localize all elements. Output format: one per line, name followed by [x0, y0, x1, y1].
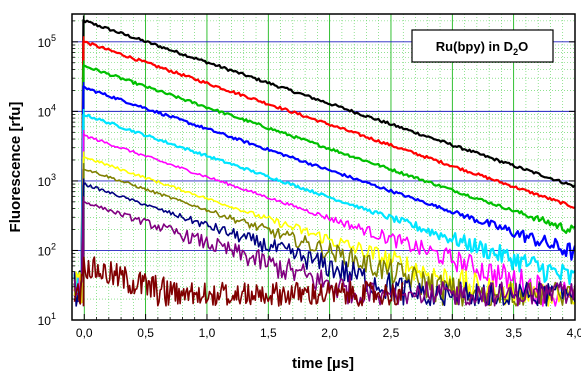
y-axis-title: Fluorescence [rfu]: [7, 102, 24, 233]
series-line-4: [73, 85, 575, 302]
ticks: [72, 20, 576, 321]
x-tick-label: 2,0: [321, 326, 338, 340]
y-tick-labels: 101 102 103 104 105: [38, 33, 56, 328]
y-tick-label: 102: [38, 241, 56, 258]
y-tick-label: 104: [38, 102, 56, 119]
x-tick-label: 0,0: [76, 326, 93, 340]
legend-label: Ru(bpy) in D2O: [436, 39, 528, 57]
x-tick-label: 1,5: [260, 326, 277, 340]
x-tick-label: 1,0: [199, 326, 216, 340]
legend-frame: [411, 29, 554, 63]
series-group: [73, 15, 575, 307]
x-tick-label: 0,5: [137, 326, 154, 340]
series-line-5: [73, 113, 575, 298]
series-line-11: [73, 256, 404, 307]
series-line-8: [73, 168, 575, 307]
x-tick-labels: 0,0 0,5 1,0 1,5 2,0 2,5 3,0 3,5 4,0: [76, 326, 581, 340]
legend-label-tail: O: [518, 39, 528, 54]
legend-label-subscript: 2: [513, 47, 518, 57]
series-line-9: [73, 182, 575, 307]
series-line-6: [73, 133, 575, 307]
x-axis-title: time [µs]: [292, 355, 354, 372]
x-tick-label: 3,0: [444, 326, 461, 340]
legend-box: Ru(bpy) in D2O: [411, 29, 554, 63]
series-line-1: [73, 19, 575, 297]
x-tick-label: 4,0: [567, 326, 581, 340]
y-tick-label: 105: [38, 33, 56, 50]
series-line-2: [73, 40, 575, 304]
x-tick-label: 3,5: [505, 326, 522, 340]
legend-label-main: Ru(bpy) in D: [436, 39, 513, 54]
series-line-10: [73, 200, 575, 307]
y-tick-label: 101: [38, 311, 56, 328]
series-line-3: [73, 64, 575, 300]
y-tick-label: 103: [38, 172, 56, 189]
plot-frame: [71, 13, 576, 321]
x-tick-label: 2,5: [383, 326, 400, 340]
